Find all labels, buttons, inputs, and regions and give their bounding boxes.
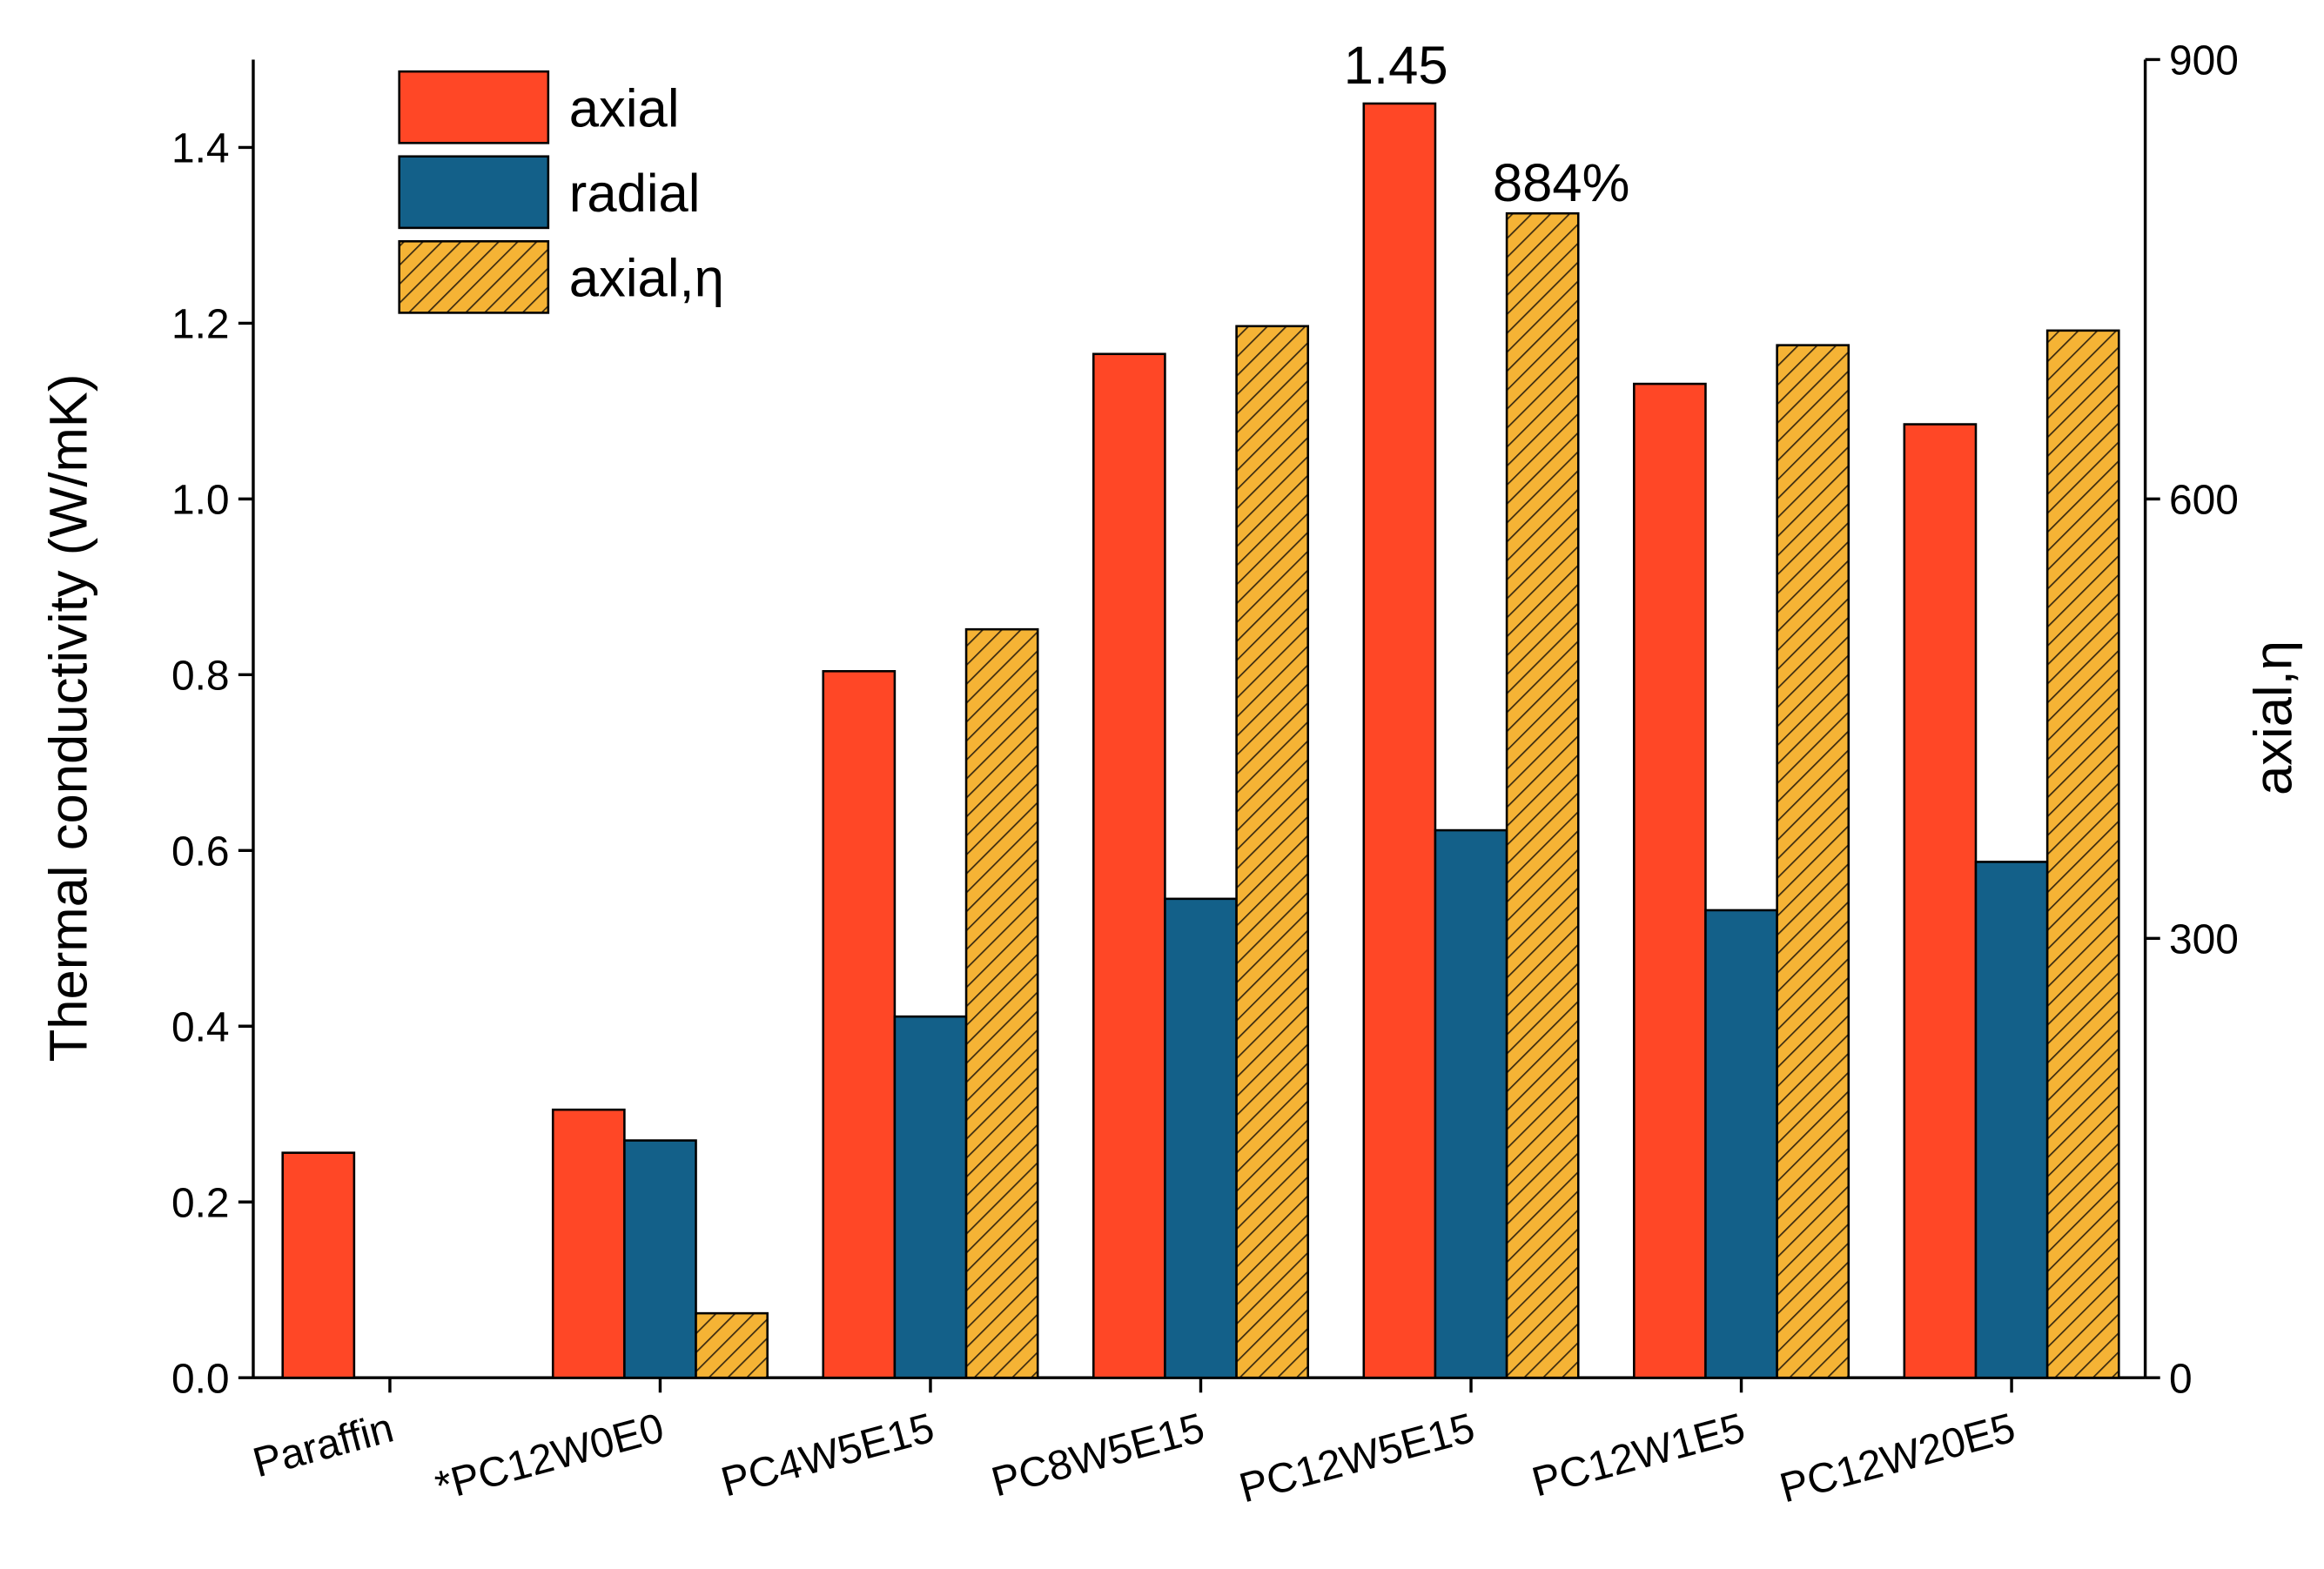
bar [1091,352,1166,1379]
x-tick-label: PC12W5E15 [1234,1405,1479,1512]
bar [1164,897,1238,1379]
x-tick-label: PC12W1E5 [1528,1405,1750,1506]
x-tick-label: PC12W20E5 [1776,1405,2020,1512]
y-tick-label: 0.8 [171,653,230,699]
y2-tick-label: 300 [2169,916,2239,962]
x-tick-label: PC4W5E15 [716,1405,938,1506]
legend-swatch [398,155,550,230]
y2-tick-label: 0 [2169,1356,2193,1402]
bar [2045,329,2120,1379]
legend-label: axial,η [569,249,724,309]
y2-tick-label: 600 [2169,477,2239,523]
bar [695,1311,769,1379]
bar [551,1108,626,1379]
legend-label: radial [569,164,701,224]
y-tick-label: 0.2 [171,1180,230,1226]
bar [1903,423,1978,1379]
y2-tick-label: 900 [2169,38,2239,84]
x-tick-label: Paraffin [248,1405,398,1487]
y-tick-label: 1.2 [171,302,230,348]
bar [1434,828,1508,1379]
y-tick-label: 0.0 [171,1356,230,1402]
bar [281,1151,356,1379]
bar [893,1015,968,1379]
bar [623,1139,697,1379]
bar [1235,325,1310,1379]
bar [964,627,1039,1379]
bar [1704,909,1778,1379]
x-tick-label: PC8W5E15 [987,1405,1209,1506]
legend-label: axial [569,78,680,138]
bar [822,670,897,1379]
x-tick-label: *PC12W0E0 [431,1405,668,1511]
annotation: 1.45 [1344,36,1448,96]
y-tick-label: 0.6 [171,828,230,875]
bar [1362,102,1437,1379]
y-axis-title: Thermal conductivity (W/mK) [38,374,98,1063]
y2-axis-title: axial,η [2243,640,2303,795]
annotation: 884% [1493,153,1630,213]
y-tick-label: 1.4 [171,126,230,172]
legend-swatch [398,240,550,314]
bar [1776,344,1850,1379]
legend-swatch [398,70,550,144]
bar [1974,861,2049,1379]
bar [1633,382,1707,1379]
bar [1505,211,1580,1379]
y-tick-label: 0.4 [171,1004,230,1050]
y-tick-label: 1.0 [171,477,230,523]
